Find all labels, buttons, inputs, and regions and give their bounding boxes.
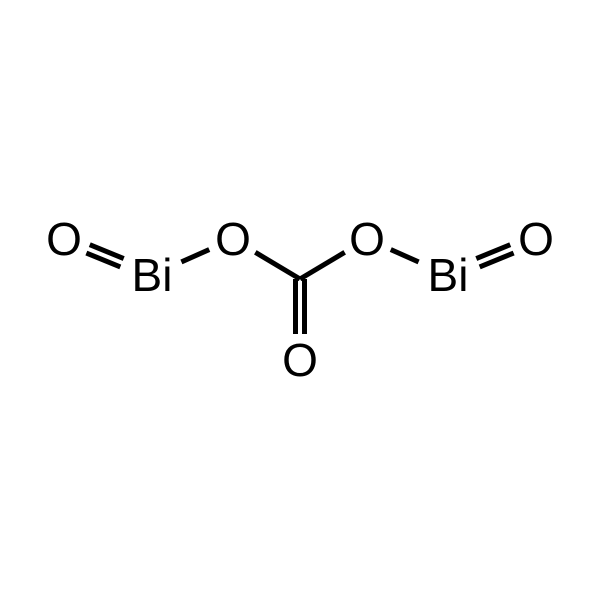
- atom-label-O_right: O: [518, 213, 554, 265]
- atom-label-O_bottom: O: [282, 334, 318, 386]
- labels-layer: O Bi O O O Bi O: [46, 213, 554, 386]
- atom-label-O_bridge_R: O: [349, 213, 385, 265]
- atom-label-O_bridge_L: O: [215, 213, 251, 265]
- chemical-structure: O Bi O O O Bi O: [0, 0, 600, 600]
- atom-label-Bi_left: Bi: [132, 249, 173, 301]
- atom-label-O_left: O: [46, 213, 82, 265]
- atom-label-Bi_right: Bi: [428, 249, 469, 301]
